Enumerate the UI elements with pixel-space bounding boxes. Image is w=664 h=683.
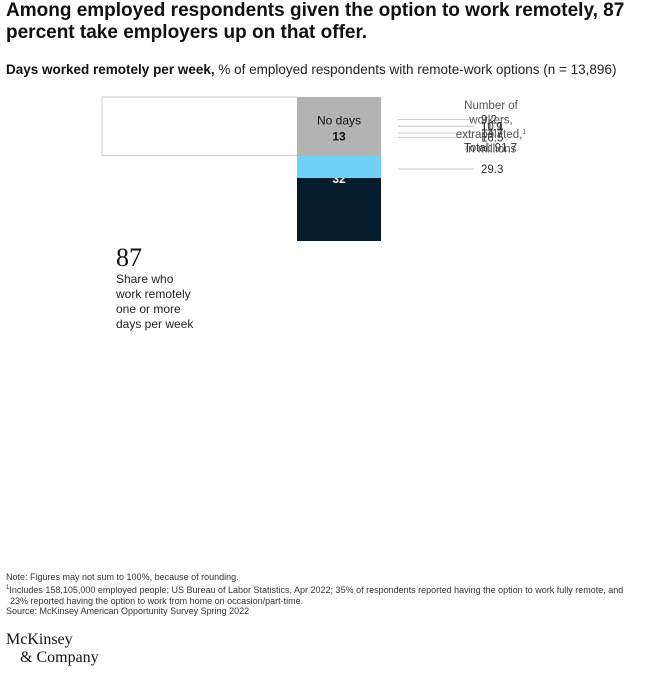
workers-column: 29.3 9.214.716.510.111.9 Number of workers,… [398, 100, 526, 176]
workers-value: 29.3 [481, 164, 503, 176]
chart-title: Among employed respondents given the opt… [6, 0, 625, 43]
workers-value: 9.2 [481, 115, 497, 127]
segment-category-label: No days [317, 113, 361, 127]
company-logo: McKinsey & Company [6, 631, 99, 667]
workers-header-footnote: 1 [522, 129, 526, 136]
callout-line: days per week [116, 317, 194, 331]
callout-line: one or more [116, 302, 181, 316]
workers-value: 14.7 [481, 128, 503, 140]
footnote-line1: Includes 158,105,000 employed people; US… [9, 584, 624, 595]
total-label: Total: 91.7 [464, 142, 517, 154]
source-text: Source: McKinsey American Opportunity Su… [6, 606, 250, 617]
note-text: Note: Figures may not sum to 100%, becau… [6, 572, 239, 582]
workers-value: 11.9 [481, 121, 503, 133]
bar-segment-5 [297, 97, 381, 156]
workers-header-line: in millions [466, 144, 517, 156]
workers-header-line: Number of [464, 100, 518, 112]
callout-value: 87 [116, 243, 142, 272]
chart-subtitle: Days worked remotely per week, % of empl… [6, 61, 662, 79]
workers-header-line: workers, [468, 115, 512, 127]
footnote-text: 1Includes 158,105,000 employed people; U… [6, 583, 662, 596]
bar-segments: ≥Five days32Four days10Three days16Two d… [297, 97, 381, 241]
workers-header-line: extrapolated,1 [456, 129, 527, 141]
workers-value: 10.1 [481, 121, 503, 133]
logo-line2: & Company [20, 649, 99, 666]
footnote-marker: 1 [6, 584, 10, 591]
callout-line: Share who [116, 272, 174, 286]
stacked-bar-chart: ≥Five days32Four days10Three days16Two d… [101, 96, 526, 331]
workers-value: 16.5 [481, 133, 503, 145]
footnote-line2: 23% reported having the option to work f… [10, 595, 304, 606]
callout-line: work remotely [115, 287, 191, 301]
notes-block: Note: Figures may not sum to 100%, becau… [6, 572, 662, 617]
logo-line1: McKinsey [6, 631, 73, 648]
callout-bracket [101, 96, 297, 156]
segment-value-label: 13 [332, 129, 346, 143]
subtitle-bold: Days worked remotely per week, [6, 62, 215, 77]
subtitle-rest: % of employed respondents with remote-wo… [214, 62, 617, 77]
